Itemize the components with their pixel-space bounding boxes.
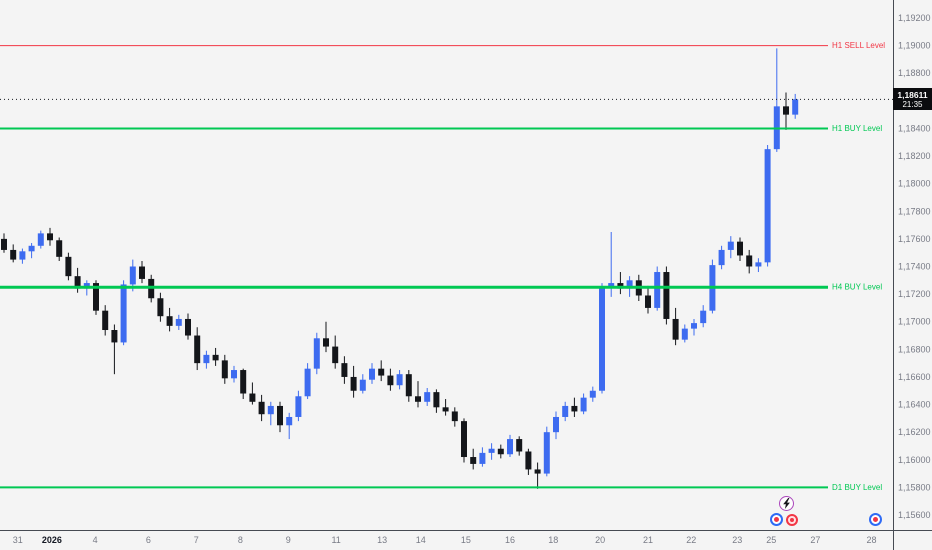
level-label: D1 BUY Level <box>832 483 882 492</box>
current-price-value: 1,18611 <box>897 90 928 101</box>
time-tick-label: 4 <box>93 535 98 545</box>
lightning-bolt-glyph <box>783 498 790 509</box>
time-tick-label: 20 <box>595 535 605 545</box>
event-marker-icon[interactable] <box>770 513 783 526</box>
price-tick-label: 1,16400 <box>898 400 931 410</box>
price-tick-label: 1,17800 <box>898 206 931 216</box>
price-tick-label: 1,19000 <box>898 41 931 51</box>
time-tick-label: 22 <box>686 535 696 545</box>
time-tick-label: 25 <box>766 535 776 545</box>
price-tick-label: 1,17000 <box>898 317 931 327</box>
time-tick-label: 15 <box>461 535 471 545</box>
time-tick-label: 14 <box>416 535 426 545</box>
level-label: H4 BUY Level <box>832 283 882 292</box>
time-tick-label: 18 <box>548 535 558 545</box>
price-tick-label: 1,17600 <box>898 234 931 244</box>
price-tick-label: 1,16000 <box>898 455 931 465</box>
candle-countdown: 21:35 <box>902 100 923 110</box>
candles-layer <box>1 48 799 489</box>
time-tick-label: 16 <box>505 535 515 545</box>
price-tick-label: 1,18400 <box>898 123 931 133</box>
price-tick-label: 1,16800 <box>898 344 931 354</box>
level-label: H1 BUY Level <box>832 124 882 133</box>
time-tick-label: 13 <box>377 535 387 545</box>
lightning-alert-icon[interactable] <box>779 496 794 511</box>
price-tick-label: 1,18200 <box>898 151 931 161</box>
time-tick-label: 21 <box>643 535 653 545</box>
price-tick-label: 1,18000 <box>898 179 931 189</box>
price-tick-label: 1,16600 <box>898 372 931 382</box>
time-tick-label: 27 <box>810 535 820 545</box>
price-tick-label: 1,18800 <box>898 68 931 78</box>
time-tick-label: 9 <box>286 535 291 545</box>
price-tick-label: 1,19200 <box>898 13 931 23</box>
time-tick-label: 31 <box>13 535 23 545</box>
price-level-lines[interactable]: H1 SELL Level H1 BUY Level H4 BUY Level D1 … <box>0 41 885 492</box>
time-axis[interactable]: 31 2026 4 6 7 8 9 11 13 14 15 16 18 20 21 22 23 25 27 28 <box>13 535 877 545</box>
level-label: H1 SELL Level <box>832 41 885 50</box>
price-tick-label: 1,17200 <box>898 289 931 299</box>
time-tick-label: 2026 <box>42 535 62 545</box>
current-price-badge: 1,18611 21:35 <box>893 88 932 111</box>
time-tick-label: 8 <box>238 535 243 545</box>
price-tick-label: 1,16200 <box>898 427 931 437</box>
price-tick-label: 1,17400 <box>898 262 931 272</box>
time-tick-label: 28 <box>867 535 877 545</box>
time-tick-label: 23 <box>732 535 742 545</box>
time-tick-label: 11 <box>331 535 340 545</box>
time-tick-label: 6 <box>146 535 151 545</box>
price-tick-label: 1,15800 <box>898 482 931 492</box>
time-tick-label: 7 <box>194 535 199 545</box>
event-marker-icon-right[interactable] <box>869 513 882 526</box>
event-marker-red-icon[interactable] <box>786 514 798 526</box>
price-tick-label: 1,15600 <box>898 510 931 520</box>
